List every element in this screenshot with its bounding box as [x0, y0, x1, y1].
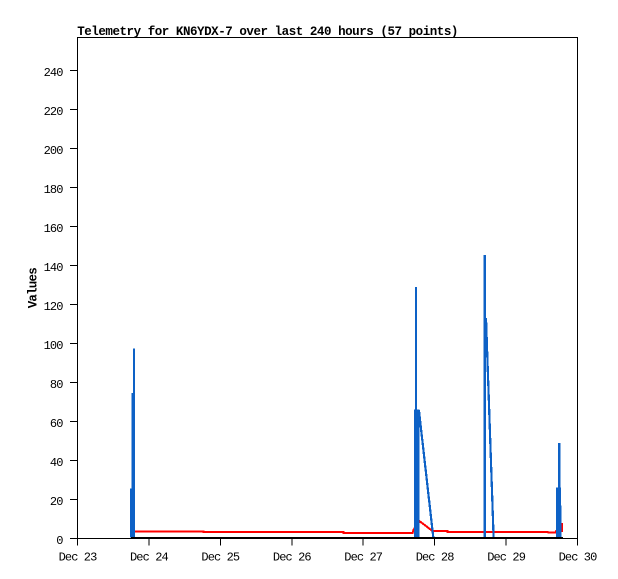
svg-text:240: 240 — [44, 66, 64, 80]
svg-text:Dec 26: Dec 26 — [273, 550, 312, 564]
svg-text:Dec 28: Dec 28 — [416, 550, 455, 564]
svg-text:140: 140 — [44, 261, 64, 275]
svg-text:Dec 29: Dec 29 — [487, 550, 526, 564]
svg-text:100: 100 — [44, 339, 64, 353]
svg-text:Dec 23: Dec 23 — [59, 550, 98, 564]
svg-text:200: 200 — [44, 144, 64, 158]
svg-text:160: 160 — [44, 222, 64, 236]
svg-text:Dec 30: Dec 30 — [559, 550, 598, 564]
svg-text:40: 40 — [50, 456, 63, 470]
svg-text:Values: Values — [26, 268, 40, 309]
svg-text:120: 120 — [44, 300, 64, 314]
svg-text:Dec 24: Dec 24 — [130, 550, 169, 564]
svg-text:220: 220 — [44, 105, 64, 119]
svg-text:180: 180 — [44, 183, 64, 197]
svg-text:20: 20 — [50, 495, 63, 509]
svg-text:80: 80 — [50, 378, 63, 392]
svg-text:0: 0 — [56, 534, 63, 548]
svg-text:Dec 25: Dec 25 — [201, 550, 240, 564]
svg-text:60: 60 — [50, 417, 63, 431]
svg-text:Dec 27: Dec 27 — [344, 550, 383, 564]
svg-text:Telemetry for KN6YDX-7 over la: Telemetry for KN6YDX-7 over last 240 hou… — [77, 25, 458, 39]
